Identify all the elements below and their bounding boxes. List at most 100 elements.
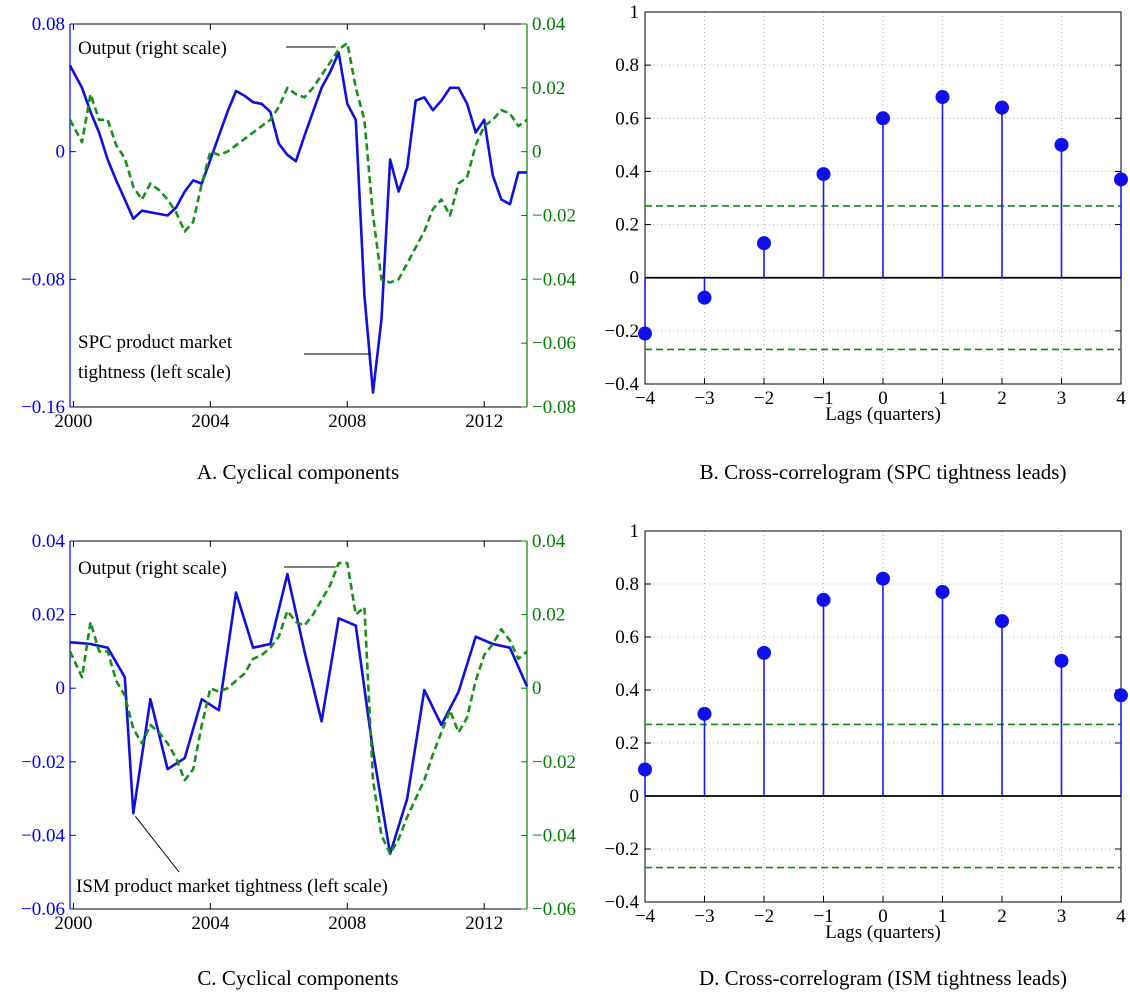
right-y-tick-label: 0.02 <box>532 78 565 99</box>
right-y-tick-label: 0.04 <box>532 14 566 35</box>
stem-marker <box>876 571 890 586</box>
y-tick-label: 0.4 <box>615 161 639 182</box>
right-y-tick-label: 0 <box>532 142 542 163</box>
stem-marker <box>876 111 890 126</box>
right-y-tick-label: −0.08 <box>532 397 576 418</box>
right-y-tick-label: −0.06 <box>532 899 576 920</box>
right-y-tick-label: −0.04 <box>532 825 576 846</box>
x-tick-label: 3 <box>1057 388 1067 409</box>
left-y-tick-label: 0.08 <box>32 14 65 35</box>
y-tick-label: 0.8 <box>615 574 639 595</box>
stem-marker <box>757 645 771 660</box>
x-tick-label: 2012 <box>465 913 503 934</box>
stem-marker <box>995 614 1009 629</box>
left-y-tick-label: −0.02 <box>21 752 65 773</box>
panel-b: 1 0.8 0.6 0.4 0.2 0 −0.2 −0.4−4 −3 −2 −1 0 1 2 3 4 Lags … <box>605 2 1128 425</box>
y-tick-label: 0.4 <box>615 680 639 701</box>
stem-marker <box>697 290 712 305</box>
output-line <box>68 561 528 856</box>
x-tick-label: −2 <box>754 906 774 927</box>
right-y-tick-label: −0.02 <box>532 206 576 227</box>
stem-marker <box>995 100 1009 115</box>
x-tick-label: 2004 <box>191 913 230 934</box>
y-tick-label: 0 <box>630 268 640 289</box>
caption-panel-d: D. Cross-correlogram (ISM tightness lead… <box>699 966 1067 990</box>
x-tick-label: 2004 <box>191 411 230 432</box>
x-tick-label: 2000 <box>54 913 92 934</box>
x-tick-label: −3 <box>694 906 714 927</box>
caption-panel-b: B. Cross-correlogram (SPC tightness lead… <box>700 460 1067 484</box>
panel-c: 0.04 0.02 0 −0.02 −0.04 −0.06 0.04 0.02 0 −0.02 −0… <box>21 531 576 934</box>
left-y-tick-label: 0 <box>56 142 66 163</box>
stem-marker <box>1054 653 1069 668</box>
x-tick-label: 2000 <box>54 411 92 432</box>
right-y-tick-label: −0.02 <box>532 752 576 773</box>
x-tick-label: −1 <box>813 388 833 409</box>
tightness-line <box>68 51 527 394</box>
x-tick-label: 0 <box>878 388 888 409</box>
output-annotation: Output (right scale) <box>78 558 227 579</box>
x-tick-label: −3 <box>694 388 714 409</box>
x-tick-label: 2008 <box>328 913 366 934</box>
right-y-tick-label: 0 <box>532 678 542 699</box>
x-tick-label: 0 <box>878 906 888 927</box>
x-tick-label: 2012 <box>465 411 503 432</box>
panel-d: 1 0.8 0.6 0.4 0.2 0 −0.2 −0.4−4 −3 −2 −1 0 1 2 3 4 Lags … <box>605 521 1128 943</box>
stem-marker <box>638 326 652 341</box>
left-y-tick-label: −0.16 <box>21 397 65 418</box>
x-tick-label: 1 <box>938 906 948 927</box>
x-tick-label: 3 <box>1057 906 1067 927</box>
stem-marker <box>935 90 950 105</box>
left-y-tick-label: −0.04 <box>21 825 65 846</box>
tightness-annotation-line2: tightness (left scale) <box>78 362 231 383</box>
stem-marker <box>638 762 652 777</box>
stem-marker <box>1114 172 1128 187</box>
tightness-line <box>69 572 529 856</box>
y-tick-label: 0.8 <box>615 55 639 76</box>
y-tick-label: −0.4 <box>605 374 640 395</box>
right-y-tick-label: 0.04 <box>532 531 566 552</box>
x-tick-label: 1 <box>938 388 948 409</box>
left-y-tick-label: 0.04 <box>32 531 66 552</box>
y-tick-label: 0 <box>630 786 640 807</box>
x-axis-title: Lags (quarters) <box>825 404 941 425</box>
output-annotation: Output (right scale) <box>78 38 227 59</box>
y-tick-label: 0.6 <box>615 627 639 648</box>
x-tick-label: −4 <box>635 388 656 409</box>
stem-marker <box>816 592 831 607</box>
tightness-annotation-line1: SPC product market <box>78 332 233 353</box>
x-axis-title: Lags (quarters) <box>825 922 941 943</box>
caption-panel-c: C. Cyclical components <box>197 966 398 990</box>
y-tick-label: 1 <box>630 521 640 542</box>
x-tick-label: 4 <box>1116 388 1126 409</box>
x-tick-label: 4 <box>1116 906 1126 927</box>
left-y-tick-label: −0.08 <box>21 269 65 290</box>
y-tick-label: 1 <box>630 2 640 23</box>
x-tick-label: 2 <box>997 906 1007 927</box>
stem-marker <box>1054 137 1069 152</box>
stem-marker <box>1114 688 1128 703</box>
x-tick-label: −2 <box>754 388 774 409</box>
right-y-tick-label: −0.06 <box>532 333 576 354</box>
y-tick-label: −0.4 <box>605 892 640 913</box>
y-tick-label: 0.2 <box>615 215 639 236</box>
left-y-tick-label: 0 <box>56 678 66 699</box>
x-tick-label: 2 <box>997 388 1007 409</box>
stem-marker <box>816 167 831 182</box>
y-tick-label: −0.2 <box>605 321 639 342</box>
stem-marker <box>697 706 712 721</box>
panel-a: 0.08 0 −0.08 −0.16 0.04 0.02 0 −0.02 −0.04 −0.06 −… <box>21 14 576 432</box>
left-y-tick-label: 0.02 <box>32 605 65 626</box>
stem-marker <box>757 236 771 251</box>
x-tick-label: −4 <box>635 906 656 927</box>
caption-panel-a: A. Cyclical components <box>197 460 399 484</box>
output-line <box>68 41 528 284</box>
x-tick-label: −1 <box>813 906 833 927</box>
y-tick-label: 0.2 <box>615 733 639 754</box>
tightness-leader-line <box>134 816 180 873</box>
stem-marker <box>935 584 950 599</box>
right-y-tick-label: −0.04 <box>532 269 576 290</box>
y-tick-label: 0.6 <box>615 108 639 129</box>
y-tick-label: −0.2 <box>605 839 639 860</box>
